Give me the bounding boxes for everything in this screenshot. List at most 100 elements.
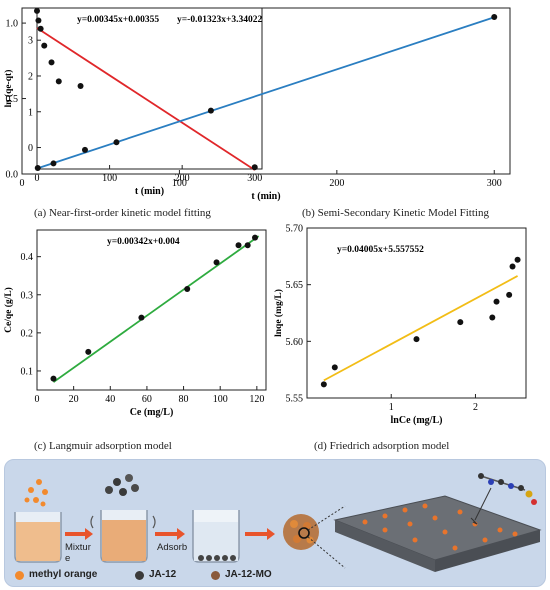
beaker-adsorbed	[192, 510, 240, 563]
chart-d-point	[506, 291, 513, 298]
chart-a-equation: y=-0.01323x+3.34022	[177, 15, 262, 25]
chart-c-fit-line	[52, 235, 260, 383]
chart-d-point	[489, 314, 496, 321]
chart-b-point	[491, 14, 498, 21]
chart-a-xlabel: t (min)	[135, 186, 164, 197]
chart-a-point	[35, 17, 42, 24]
chart-a-point	[48, 59, 55, 66]
chart-c-xlabel: Ce (mg/L)	[130, 407, 174, 418]
legend-label-ja12-mo: JA-12-MO	[225, 569, 272, 580]
chart-d-equation: y=0.04005x+5.557552	[337, 245, 424, 255]
chart-d-point	[320, 381, 327, 388]
chart-d-xtick-label: 1	[389, 402, 394, 413]
caption-a: (a) Near-first-order kinetic model fitti…	[34, 207, 211, 219]
chart-a-ytick-label: 3	[28, 36, 33, 47]
adsorption-scheme: Mixtur e Adsorb methyl orange JA-12 JA-1…	[4, 459, 546, 587]
chart-b-xtick-label: 300	[487, 178, 502, 189]
scheme-illustration	[14, 473, 542, 572]
chart-c-xtick-label: 100	[213, 394, 228, 405]
chart-c-ytick-label: 0.1	[21, 366, 34, 377]
legend-swatch-methyl-orange	[15, 571, 24, 580]
chart-c-point	[252, 234, 259, 241]
chart-d-point	[457, 319, 464, 326]
chart-b-ytick-label: 1.0	[6, 19, 19, 30]
chart-c-xtick-label: 40	[105, 394, 115, 405]
chart-a-point	[77, 82, 84, 89]
chart-b-point	[113, 139, 120, 146]
chart-c-equation: y=0.00342x+0.004	[107, 237, 180, 247]
chart-b-xtick-label: 200	[329, 178, 344, 189]
chart-c-ytick-label: 0.3	[21, 290, 34, 301]
chart-d-point	[413, 336, 420, 343]
chart-b-xtick-label: 0	[20, 178, 25, 189]
chart-d-xlabel: lnCe (mg/L)	[391, 415, 443, 426]
caption-d: (d) Friedrich adsorption model	[314, 440, 450, 452]
step-label-mixture: Mixtur e	[65, 542, 91, 564]
chart-a-point	[37, 25, 44, 32]
chart-d-point	[509, 263, 516, 270]
caption-b: (b) Semi-Secondary Kinetic Model Fitting	[302, 207, 489, 219]
chart-d-frame	[306, 227, 527, 399]
chart-c-xtick-label: 60	[142, 394, 152, 405]
chart-a-ytick-label: 1	[28, 107, 33, 118]
chart-c-point	[50, 375, 57, 382]
beaker-methyl-orange	[14, 512, 62, 563]
legend-swatch-ja12-mo	[211, 571, 220, 580]
chart-d-xtick-label: 2	[473, 402, 478, 413]
chart-b-ytick-label: 0.0	[6, 170, 19, 181]
chart-a-fit-line	[36, 27, 256, 171]
chart-a-point	[55, 78, 62, 85]
legend-swatch-ja12	[135, 571, 144, 580]
chart-c-point	[244, 242, 251, 249]
chart-b-xtick-label: 100	[172, 178, 187, 189]
chart-d-point	[514, 256, 521, 263]
legend: methyl orange JA-12 JA-12-MO	[15, 568, 335, 584]
chart-a-ytick-label: 0	[28, 143, 33, 154]
chart-c-ytick-label: 0.4	[21, 252, 34, 263]
chart-c-xtick-label: 80	[179, 394, 189, 405]
chart-c-ylabel: Ce/qe (g/L)	[3, 287, 14, 333]
chart-a-ylabel: ln (qe-qt)	[3, 70, 14, 108]
chart-b-xlabel: t (min)	[251, 191, 280, 202]
chart-c-point	[138, 314, 145, 321]
chart-c-xtick-label: 20	[69, 394, 79, 405]
chart-b-equation: y=0.00345x+0.00355	[77, 15, 159, 25]
chart-d-point	[331, 364, 338, 371]
process-arrows	[65, 528, 275, 540]
chart-b-point	[34, 164, 41, 171]
chart-d-ytick-label: 5.65	[286, 280, 304, 291]
chart-a-ytick-label: 2	[28, 71, 33, 82]
chart-a-point	[41, 42, 48, 49]
chart-c-point	[184, 286, 191, 293]
step-label-adsorb: Adsorb	[157, 542, 188, 553]
chart-d-ytick-label: 5.55	[286, 394, 304, 405]
chart-c-xtick-label: 120	[249, 394, 264, 405]
chart-c-ytick-label: 0.2	[21, 328, 34, 339]
chart-b-point	[50, 160, 57, 167]
chart-c: 0 20 40 60 80 100 120 0.1 0.2 0.3 0.4 Ce (mg/L) Ce/q…	[3, 229, 267, 418]
legend-label-ja12: JA-12	[149, 569, 177, 580]
chart-b-ytick-label: 0.5	[6, 94, 19, 105]
methyl-orange-drops	[24, 479, 48, 507]
chart-a-point	[251, 164, 258, 171]
chart-d-ylabel: lnqe (mg/L)	[273, 289, 284, 337]
chart-a-xtick-label: 100	[102, 173, 117, 184]
beaker-mixture	[90, 510, 156, 563]
methyl-orange-molecule	[470, 473, 537, 525]
chart-c-point	[85, 348, 92, 355]
chart-c-point	[235, 242, 242, 249]
chart-d-point	[493, 298, 500, 305]
chart-c-frame	[36, 229, 267, 391]
legend-label-methyl-orange: methyl orange	[29, 569, 98, 580]
chart-a-xtick-label: 0	[35, 173, 40, 184]
ja12-drops	[105, 474, 139, 496]
framework-sheet	[333, 495, 542, 572]
ja12-mo-particle	[283, 505, 346, 569]
chart-d-ytick-label: 5.70	[286, 224, 304, 235]
chart-a-xtick-label: 300	[247, 173, 262, 184]
chart-d-ytick-label: 5.60	[286, 337, 304, 348]
caption-c: (c) Langmuir adsorption model	[34, 440, 172, 452]
chart-a-xtick-label: 200	[175, 173, 190, 184]
